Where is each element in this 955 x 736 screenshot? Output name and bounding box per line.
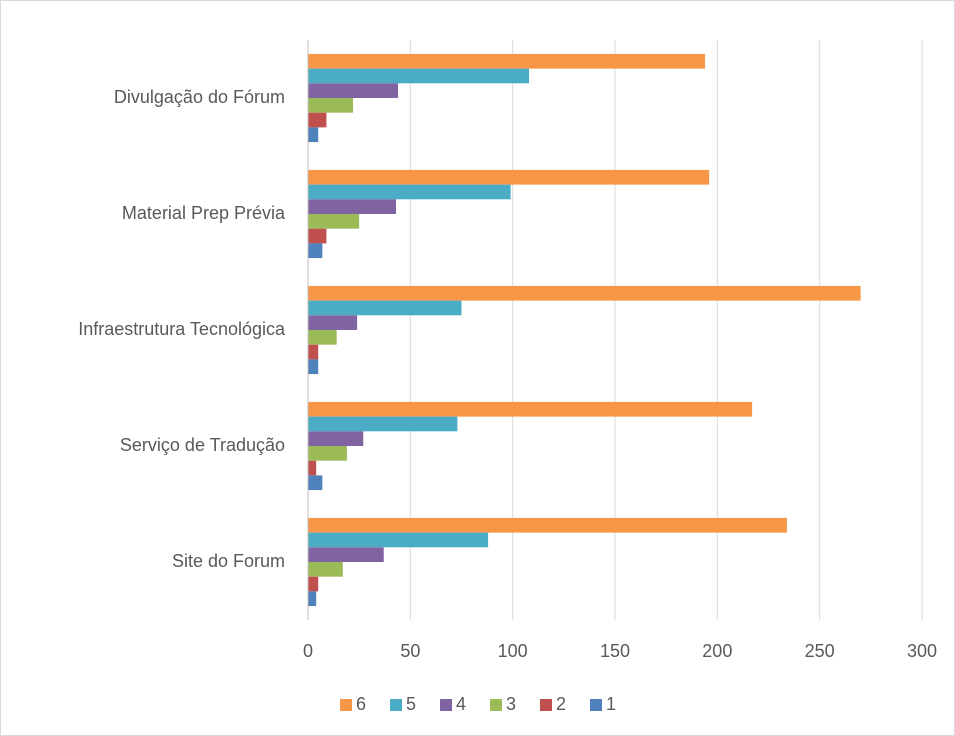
- legend-label: 6: [356, 694, 366, 714]
- legend-label: 3: [506, 694, 516, 714]
- y-tick-label: Divulgação do Fórum: [114, 87, 285, 107]
- x-tick-label: 250: [805, 641, 835, 661]
- legend-swatch: [490, 699, 502, 711]
- bar: [308, 169, 710, 185]
- bar: [308, 517, 787, 533]
- legend-label: 1: [606, 694, 616, 714]
- legend-label: 5: [406, 694, 416, 714]
- bar: [308, 401, 753, 417]
- legend-swatch: [590, 699, 602, 711]
- bar: [308, 199, 397, 214]
- bar: [308, 83, 399, 98]
- legend-swatch: [340, 699, 352, 711]
- y-tick-label: Material Prep Prévia: [122, 203, 286, 223]
- x-tick-label: 0: [303, 641, 313, 661]
- bar: [308, 431, 364, 446]
- bar: [308, 460, 317, 476]
- legend-swatch: [540, 699, 552, 711]
- bar: [308, 562, 343, 577]
- bar: [308, 576, 319, 592]
- bar: [308, 416, 458, 432]
- bar: [308, 359, 319, 375]
- bar: [308, 285, 861, 301]
- bar: [308, 112, 327, 128]
- x-tick-label: 100: [498, 641, 528, 661]
- y-tick-label: Infraestrutura Tecnológica: [78, 319, 286, 339]
- bar: [308, 214, 360, 229]
- bar: [308, 446, 347, 461]
- bar: [308, 243, 323, 259]
- x-tick-label: 150: [600, 641, 630, 661]
- bar: [308, 547, 384, 562]
- bar: [308, 300, 462, 316]
- bar: [308, 98, 354, 113]
- x-tick-label: 300: [907, 641, 937, 661]
- y-tick-label: Serviço de Tradução: [120, 435, 285, 455]
- bar: [308, 68, 530, 84]
- bar: [308, 344, 319, 360]
- bar: [308, 228, 327, 244]
- legend-label: 2: [556, 694, 566, 714]
- legend-label: 4: [456, 694, 466, 714]
- y-tick-label: Site do Forum: [172, 551, 285, 571]
- bar: [308, 330, 337, 345]
- bar: [308, 53, 706, 69]
- bar: [308, 315, 358, 330]
- bar: [308, 127, 319, 143]
- bar: [308, 184, 511, 200]
- x-tick-label: 50: [400, 641, 420, 661]
- legend-swatch: [390, 699, 402, 711]
- bar: [308, 532, 489, 548]
- x-tick-label: 200: [702, 641, 732, 661]
- bar: [308, 475, 323, 491]
- bar: [308, 591, 317, 607]
- legend-swatch: [440, 699, 452, 711]
